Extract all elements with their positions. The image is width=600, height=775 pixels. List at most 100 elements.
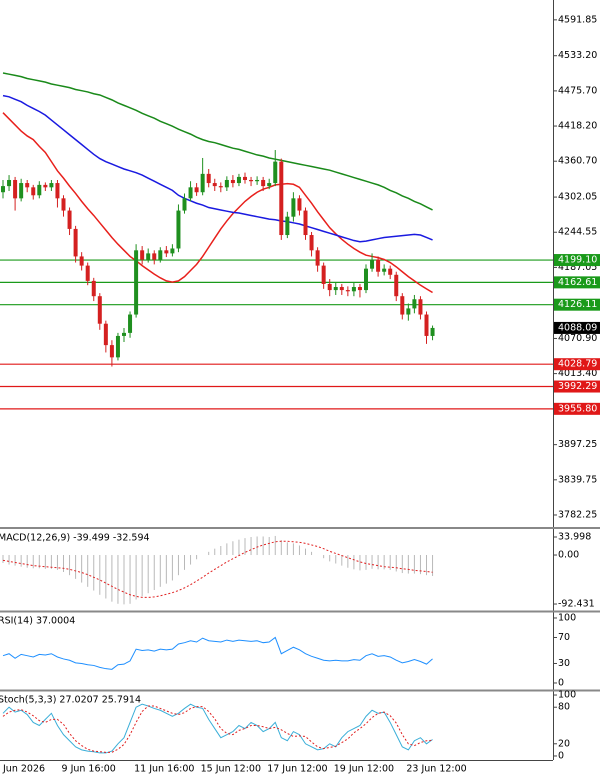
indicator-line — [2, 705, 433, 753]
candle-body — [255, 179, 260, 182]
candle-body — [212, 183, 217, 187]
y-tick-label: 4302.05 — [558, 192, 597, 203]
x-tick-label: Jun 2026 — [2, 764, 45, 775]
candle-body — [388, 268, 393, 275]
candle-body — [134, 250, 139, 315]
candle-body — [261, 179, 266, 187]
level-tag — [554, 276, 600, 289]
level-tag — [554, 254, 600, 267]
candle-body — [357, 287, 362, 291]
candle-body — [200, 173, 205, 193]
y-tick-label: 4244.55 — [558, 227, 597, 238]
level-label: 4162.61 — [558, 277, 597, 288]
candle-body — [345, 290, 350, 292]
y-tick-label: 4533.20 — [558, 50, 597, 61]
candle-body — [376, 259, 381, 272]
candle-body — [321, 265, 326, 284]
last-price-label: 4088.09 — [558, 322, 597, 333]
moving-average — [2, 112, 433, 294]
y-tick-label: 30 — [558, 658, 570, 669]
candle-body — [279, 161, 284, 236]
candle-body — [351, 287, 356, 292]
level-tag — [554, 358, 600, 371]
candle-body — [91, 280, 96, 297]
candle-body — [303, 210, 308, 236]
level-label: 4126.11 — [558, 299, 597, 310]
candle-body — [7, 179, 12, 187]
candle-body — [249, 179, 254, 182]
candle-body — [224, 179, 229, 188]
candle-body — [230, 179, 235, 184]
candle-body — [55, 183, 60, 199]
candle-body — [164, 250, 169, 254]
candle-body — [394, 274, 399, 297]
y-tick-label: 4070.90 — [558, 333, 597, 344]
candle-body — [170, 248, 175, 254]
candle-body — [285, 216, 290, 236]
x-tick-label: 19 Jun 12:00 — [334, 764, 394, 775]
candle-body — [188, 187, 193, 199]
candle-body — [418, 299, 423, 315]
candle-body — [43, 184, 48, 188]
y-tick-label: 3782.25 — [558, 509, 597, 520]
candle-body — [243, 176, 247, 180]
y-tick-label: 20 — [558, 738, 570, 749]
y-tick-label: 33.998 — [558, 532, 591, 543]
indicator-line — [2, 703, 433, 754]
candle-body — [382, 268, 387, 272]
moving-average — [2, 94, 433, 243]
candle-body — [73, 228, 78, 257]
candle-body — [158, 250, 163, 260]
y-tick-label: 4591.85 — [558, 14, 597, 25]
level-tag — [554, 298, 600, 311]
candle-body — [424, 314, 429, 336]
level-label: 3992.29 — [558, 381, 597, 392]
level-label: 4028.79 — [558, 359, 597, 370]
candle-body — [333, 287, 338, 291]
y-tick-label: 80 — [558, 702, 570, 713]
candle-body — [97, 296, 102, 324]
candle-body — [267, 183, 272, 187]
candle-body — [103, 323, 108, 346]
y-tick-label: 4360.70 — [558, 156, 597, 167]
x-tick-label: 23 Jun 12:00 — [406, 764, 466, 775]
candle-body — [370, 259, 375, 269]
y-tick-label: 4013.40 — [558, 368, 597, 379]
indicator-title: MACD(12,26,9) -39.499 -32.594 — [0, 533, 150, 544]
candle-body — [109, 345, 114, 358]
y-tick-label: 100 — [558, 612, 576, 623]
macd-signal — [2, 540, 433, 598]
x-tick-label: 9 Jun 16:00 — [62, 764, 116, 775]
candle-body — [13, 179, 18, 199]
candle-body — [1, 186, 5, 193]
indicator-title: RSI(14) 37.0004 — [0, 616, 75, 627]
candle-body — [236, 176, 241, 184]
candle-body — [206, 173, 211, 184]
candle-body — [182, 198, 187, 211]
y-tick-label: 70 — [558, 632, 570, 643]
level-tag — [554, 402, 600, 415]
y-tick-label: 4187.05 — [558, 262, 597, 273]
candle-body — [115, 335, 120, 358]
y-tick-label: 100 — [558, 690, 576, 701]
candle-body — [79, 256, 84, 266]
candle-body — [194, 187, 199, 193]
candle-body — [364, 268, 368, 291]
y-tick-label: 4475.70 — [558, 85, 597, 96]
y-tick-label: 4418.20 — [558, 121, 597, 132]
last-price-tag — [554, 321, 600, 334]
candle-body — [309, 235, 314, 251]
y-tick-label: 0 — [558, 677, 564, 688]
y-tick-label: 3839.75 — [558, 474, 597, 485]
indicator-line — [2, 636, 433, 670]
candle-body — [61, 198, 66, 211]
candle-body — [315, 250, 320, 266]
candle-body — [291, 198, 296, 217]
candle-body — [273, 161, 278, 184]
candle-body — [31, 187, 36, 196]
candle-body — [400, 296, 405, 315]
candle-body — [19, 183, 24, 199]
candle-body — [140, 250, 145, 260]
candle-body — [122, 332, 126, 336]
x-tick-label: 17 Jun 12:00 — [267, 764, 327, 775]
